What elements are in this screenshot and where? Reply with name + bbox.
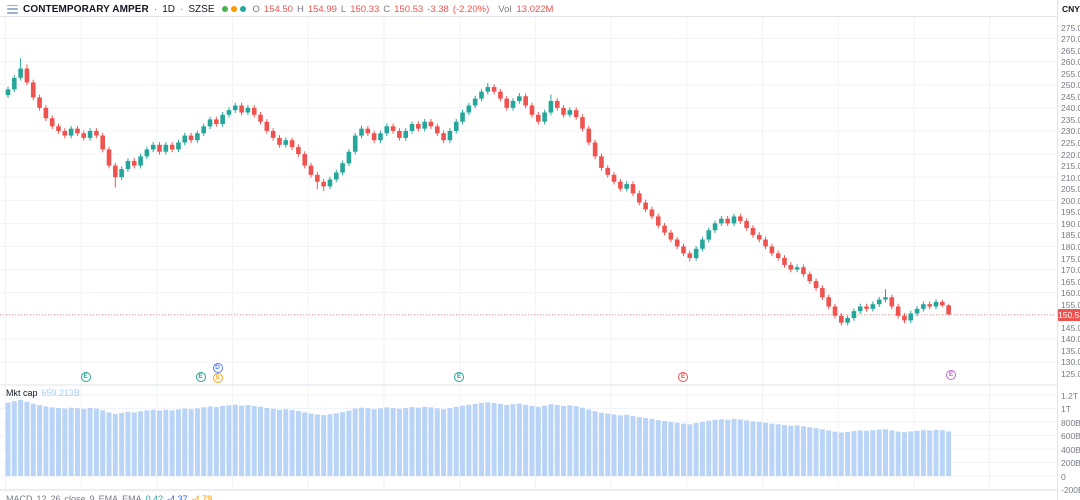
price-tick: 125.00 <box>1061 369 1080 379</box>
price-tick: 160.00 <box>1061 288 1080 299</box>
price-tick: 155.00 <box>1061 299 1080 310</box>
price-tick: 275.00 <box>1061 22 1080 33</box>
status-dot-icon <box>239 6 246 12</box>
candlestick-series[interactable] <box>5 58 951 326</box>
earnings-upcoming-badge[interactable]: E <box>946 370 956 380</box>
price-tick: 165.00 <box>1061 276 1080 287</box>
price-tick: 270.00 <box>1061 34 1080 45</box>
price-tick: 250.00 <box>1061 80 1080 91</box>
volume-value: 13.022M <box>516 3 554 15</box>
price-tick: 255.00 <box>1061 68 1080 79</box>
earnings-badge[interactable]: E <box>454 372 464 382</box>
change-pct: (-2.20%) <box>452 3 490 15</box>
macd-value: 0.42 <box>145 494 164 500</box>
price-tick: 235.00 <box>1061 114 1080 125</box>
earnings-badge[interactable]: E <box>195 372 206 382</box>
price-tick: 210.00 <box>1061 172 1080 183</box>
price-tick: 240.00 <box>1061 103 1080 114</box>
price-tick: 175.00 <box>1061 253 1080 264</box>
macd-legend[interactable]: MACD 12 26 close 9 EMA EMA 0.42 -4.37 -4.79 <box>6 494 212 500</box>
macd-param: close <box>64 494 86 500</box>
exchange-label: SZSE <box>188 3 215 15</box>
mktcap-tick: -200B <box>1061 485 1080 495</box>
earnings-miss-badge[interactable]: E <box>678 372 688 382</box>
macd-param: 12 <box>36 494 47 500</box>
price-axis[interactable]: CNY 150.53 275.00270.00265.00260.00255.0… <box>1057 0 1080 500</box>
status-dot-icon <box>230 6 237 12</box>
mktcap-tick: 1.2T <box>1061 390 1079 401</box>
dividend-badge[interactable]: D <box>212 362 223 373</box>
pane-separators <box>0 16 1080 491</box>
price-tick: 195.00 <box>1061 207 1080 218</box>
macd-param: 26 <box>50 494 61 500</box>
mktcap-label: Mkt cap <box>6 388 38 398</box>
price-tick: 135.00 <box>1061 345 1080 356</box>
price-tick: 180.00 <box>1061 241 1080 252</box>
mktcap-tick: 400B <box>1061 444 1080 455</box>
price-tick: 200.00 <box>1061 195 1080 206</box>
mktcap-bars[interactable] <box>5 400 952 476</box>
price-tick: 245.00 <box>1061 91 1080 102</box>
price-tick: 230.00 <box>1061 126 1080 137</box>
price-tick: 225.00 <box>1061 138 1080 148</box>
price-tick: 185.00 <box>1061 230 1080 241</box>
volume-label: Vol <box>498 3 512 15</box>
macd-param: EMA <box>122 494 142 500</box>
high-label: H <box>296 3 304 15</box>
mktcap-tick: 200B <box>1061 458 1080 468</box>
change-value: -3.38 <box>427 3 449 15</box>
price-tick: 215.00 <box>1061 161 1080 172</box>
close-label: C <box>383 3 391 15</box>
mktcap-tick: 1T <box>1061 404 1071 414</box>
mktcap-tick: 800B <box>1061 417 1080 428</box>
price-tick: 140.00 <box>1061 334 1080 345</box>
macd-value: -4.37 <box>167 494 188 500</box>
currency-label: CNY <box>1062 4 1080 14</box>
symbol-header: CONTEMPORARY AMPER · 1D · SZSE O 154.50 H… <box>7 3 553 15</box>
high-value: 154.99 <box>307 3 337 15</box>
earnings-badge[interactable]: E <box>80 372 91 382</box>
macd-param: EMA <box>98 494 119 500</box>
mktcap-tick: 600B <box>1061 431 1080 441</box>
price-tick: 260.00 <box>1061 57 1080 68</box>
open-label: O <box>252 3 260 15</box>
price-tick: 220.00 <box>1061 149 1080 160</box>
macd-param: 9 <box>89 494 95 500</box>
last-price-badge: 150.53 <box>1058 309 1080 322</box>
menu-icon[interactable] <box>7 4 18 14</box>
open-value: 154.50 <box>263 3 293 15</box>
price-tick: 265.00 <box>1061 45 1080 56</box>
low-label: L <box>340 3 347 15</box>
status-dots <box>221 6 246 12</box>
macd-title: MACD <box>6 494 33 500</box>
price-tick: 205.00 <box>1061 184 1080 195</box>
mktcap-tick: 0 <box>1061 471 1066 482</box>
separator: · <box>153 3 158 15</box>
ohlc-readout: O 154.50 H 154.99 L 150.33 C 150.53 -3.38 (-… <box>253 4 490 15</box>
price-tick: 130.00 <box>1061 357 1080 368</box>
interval-label[interactable]: 1D <box>162 3 176 15</box>
price-tick: 170.00 <box>1061 265 1080 276</box>
split-badge[interactable]: S <box>212 372 223 383</box>
separator: · <box>180 3 184 15</box>
price-tick: 145.00 <box>1061 322 1080 333</box>
macd-value: -4.79 <box>191 494 213 500</box>
low-value: 150.33 <box>350 3 380 15</box>
mktcap-legend[interactable]: Mkt cap 659.213B <box>6 388 80 398</box>
symbol-name[interactable]: CONTEMPORARY AMPER <box>23 3 149 15</box>
price-tick: 190.00 <box>1061 218 1080 229</box>
mktcap-value: 659.213B <box>41 388 81 398</box>
close-value: 150.53 <box>394 3 424 15</box>
status-dot-icon <box>221 6 228 12</box>
